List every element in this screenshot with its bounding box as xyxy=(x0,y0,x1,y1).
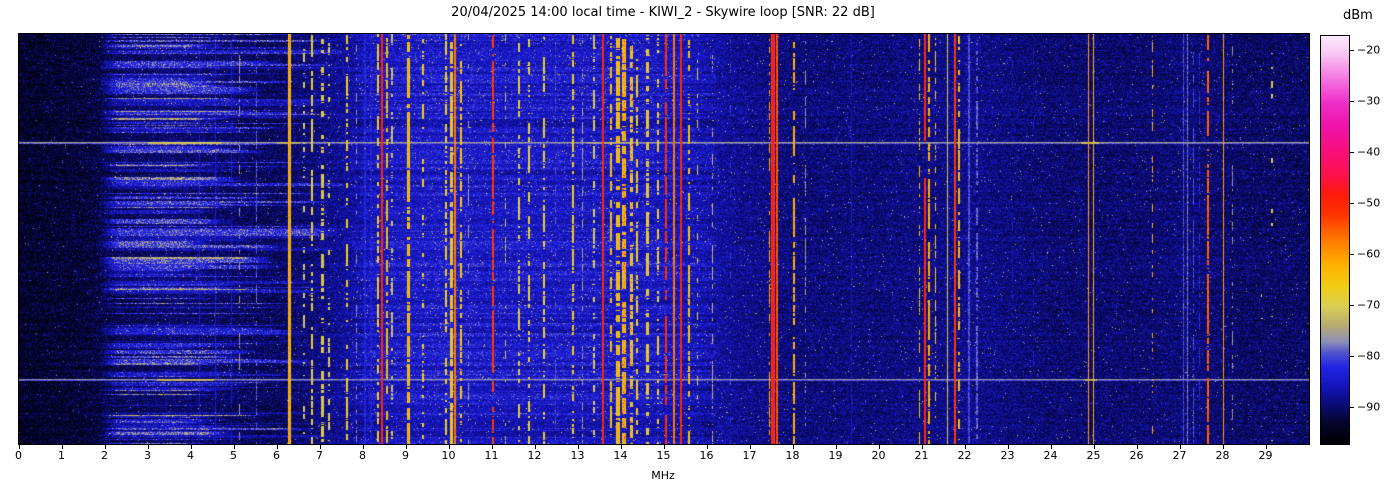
colorbar-unit-label: dBm xyxy=(1343,8,1373,23)
x-tick-label: 13 xyxy=(570,449,585,462)
x-tick xyxy=(1179,445,1181,449)
x-tick-label: 2 xyxy=(101,449,108,462)
colorbar-tick-label: −60 xyxy=(1357,247,1381,261)
colorbar-tick xyxy=(1350,305,1354,307)
colorbar-tick-label: −40 xyxy=(1357,145,1381,159)
x-tick-label: 7 xyxy=(316,449,323,462)
x-tick xyxy=(878,445,880,449)
x-tick-label: 20 xyxy=(871,449,886,462)
x-tick xyxy=(1093,445,1095,449)
colorbar-tick xyxy=(1350,356,1354,358)
x-tick xyxy=(319,445,321,449)
x-tick xyxy=(1265,445,1267,449)
x-tick xyxy=(835,445,837,449)
waterfall-heatmap xyxy=(18,33,1310,445)
x-tick-label: 17 xyxy=(742,449,757,462)
x-tick xyxy=(1222,445,1224,449)
colorbar-tick-label: −90 xyxy=(1357,400,1381,414)
colorbar-gradient xyxy=(1320,35,1350,445)
x-tick-label: 5 xyxy=(230,449,237,462)
x-tick-label: 14 xyxy=(613,449,628,462)
colorbar-tick xyxy=(1350,254,1354,256)
colorbar-tick xyxy=(1350,152,1354,154)
x-axis-label: MHz xyxy=(651,469,675,482)
x-tick xyxy=(362,445,364,449)
x-tick xyxy=(104,445,106,449)
x-tick-label: 24 xyxy=(1043,449,1058,462)
x-tick-label: 29 xyxy=(1258,449,1273,462)
x-tick xyxy=(61,445,63,449)
x-tick xyxy=(749,445,751,449)
x-tick xyxy=(620,445,622,449)
x-tick-label: 4 xyxy=(187,449,194,462)
x-tick xyxy=(448,445,450,449)
colorbar-tick xyxy=(1350,50,1354,52)
x-tick-label: 21 xyxy=(914,449,929,462)
x-tick-label: 26 xyxy=(1129,449,1144,462)
x-tick xyxy=(577,445,579,449)
x-tick xyxy=(792,445,794,449)
x-tick xyxy=(147,445,149,449)
x-tick-label: 3 xyxy=(144,449,151,462)
x-tick-label: 25 xyxy=(1086,449,1101,462)
colorbar-tick-label: −30 xyxy=(1357,94,1381,108)
x-tick-label: 16 xyxy=(699,449,714,462)
x-tick-label: 12 xyxy=(527,449,542,462)
x-tick-label: 8 xyxy=(359,449,366,462)
x-tick-label: 28 xyxy=(1215,449,1230,462)
x-tick xyxy=(491,445,493,449)
x-tick-label: 0 xyxy=(15,449,22,462)
x-tick-label: 15 xyxy=(656,449,671,462)
colorbar-tick xyxy=(1350,203,1354,205)
x-tick-label: 9 xyxy=(402,449,409,462)
x-tick xyxy=(1050,445,1052,449)
colorbar-tick-label: −50 xyxy=(1357,196,1381,210)
x-tick xyxy=(190,445,192,449)
colorbar-tick-label: −80 xyxy=(1357,349,1381,363)
colorbar-tick-label: −20 xyxy=(1357,43,1381,57)
colorbar-tick xyxy=(1350,407,1354,409)
x-tick-label: 27 xyxy=(1172,449,1187,462)
x-tick xyxy=(964,445,966,449)
x-tick-label: 11 xyxy=(484,449,499,462)
x-tick xyxy=(1007,445,1009,449)
x-tick xyxy=(276,445,278,449)
x-tick xyxy=(706,445,708,449)
x-tick xyxy=(663,445,665,449)
x-tick xyxy=(534,445,536,449)
x-tick xyxy=(1136,445,1138,449)
x-tick-label: 23 xyxy=(1000,449,1015,462)
x-tick-label: 22 xyxy=(957,449,972,462)
x-tick-label: 10 xyxy=(441,449,456,462)
x-tick xyxy=(233,445,235,449)
figure-title: 20/04/2025 14:00 local time - KIWI_2 - S… xyxy=(451,5,875,20)
colorbar-tick-label: −70 xyxy=(1357,298,1381,312)
x-tick xyxy=(18,445,20,449)
x-tick-label: 19 xyxy=(828,449,843,462)
x-tick-label: 6 xyxy=(273,449,280,462)
x-tick-label: 1 xyxy=(58,449,65,462)
x-tick xyxy=(921,445,923,449)
x-tick xyxy=(405,445,407,449)
colorbar-tick xyxy=(1350,101,1354,103)
x-tick-label: 18 xyxy=(785,449,800,462)
